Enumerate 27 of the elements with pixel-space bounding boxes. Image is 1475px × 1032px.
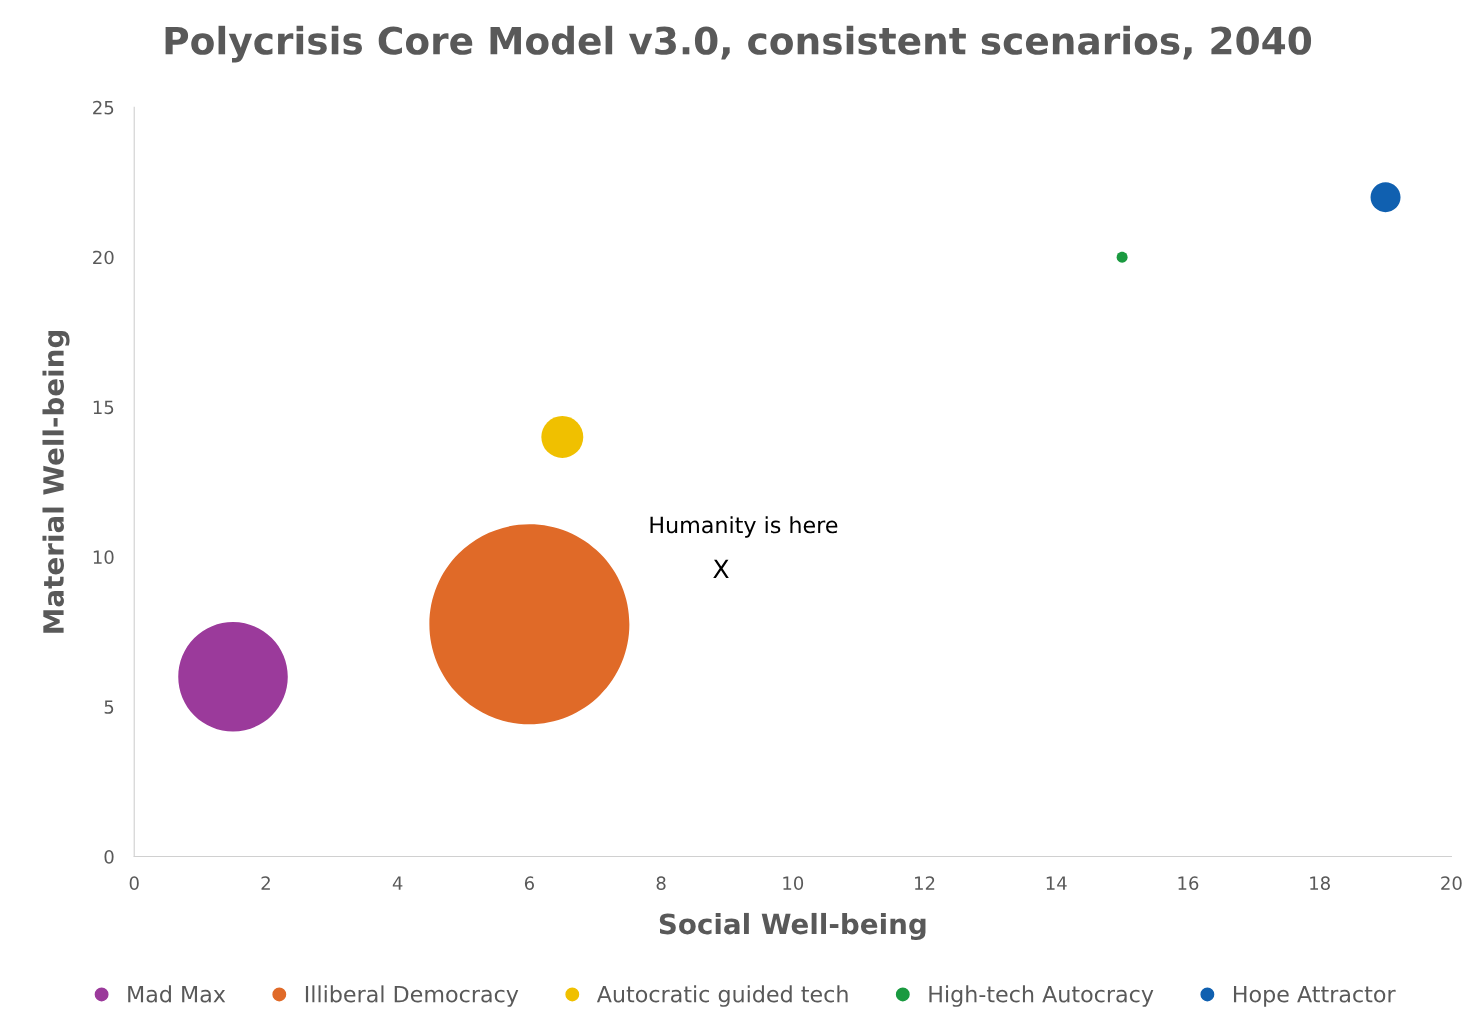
legend-label: High-tech Autocracy [929,985,1154,1007]
x-tick-label: 0 [129,876,139,890]
x-tick-label: 16 [1178,876,1199,890]
annotation: X [713,559,729,578]
x-tick-label: 8 [656,876,666,890]
chart-title: Polycrisis Core Model v3.0, consistent scenarios, 2040 [165,25,1312,63]
x-tick-label: 2 [261,876,270,890]
x-tick-label: 6 [524,876,534,890]
y-tick-label: 25 [93,100,114,115]
y-tick-label: 20 [93,250,114,265]
y-tick-label: 15 [93,400,114,415]
legend-label: Illiberal Democracy [305,985,519,1007]
x-tick-label: 14 [1046,876,1067,890]
x-axis-title: Social Well-being [659,912,926,941]
legend-label: Mad Max [128,985,226,1003]
x-tick-label: 10 [783,876,804,890]
y-tick-label: 5 [104,700,114,714]
annotation: Humanity is here [650,516,838,538]
y-axis-title: Material Well-being [42,330,70,633]
y-tick-label: 10 [93,550,114,564]
x-tick-label: 4 [392,876,403,890]
legend-label: Hope Attractor [1233,986,1396,1007]
x-tick-label: 12 [915,876,935,890]
x-tick-label: 20 [1441,876,1462,890]
y-tick-label: 0 [104,850,114,864]
x-tick-label: 18 [1310,876,1330,890]
legend-label: Autocratic guided tech [596,985,848,1007]
